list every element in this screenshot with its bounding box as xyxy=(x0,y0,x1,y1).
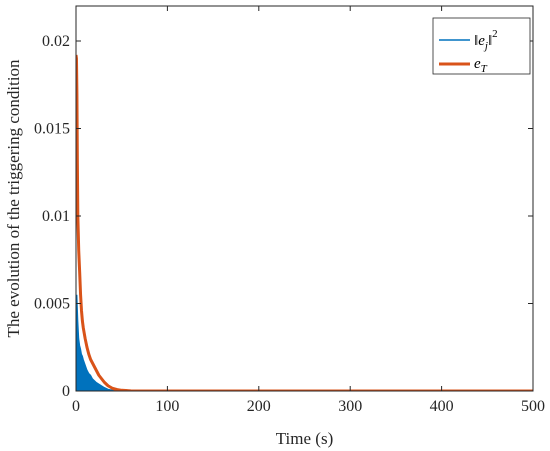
legend-label-part: ‖ xyxy=(488,33,492,49)
legend-label-superscript: 2 xyxy=(492,28,498,40)
legend-label-series-1: ‖ej‖2 xyxy=(474,28,498,52)
x-tick-label: 300 xyxy=(338,398,362,415)
y-tick-label: 0 xyxy=(62,383,70,400)
y-tick-label: 0.01 xyxy=(42,208,70,225)
series-1-area xyxy=(76,294,533,391)
x-tick-label: 500 xyxy=(521,398,545,415)
legend-label-part: ‖e xyxy=(474,33,485,49)
plot-area xyxy=(76,54,533,391)
axes: 0 100 200 300 400 500 0 0.005 0.01 0.015 0.02 xyxy=(34,5,545,415)
legend-label-subscript: j xyxy=(483,40,488,52)
axes-box xyxy=(75,5,534,392)
x-axis-label: Time (s) xyxy=(276,429,333,448)
y-tick-label: 0.005 xyxy=(34,296,70,313)
legend: ‖ej‖2 eT xyxy=(432,17,531,75)
x-tick-label: 100 xyxy=(155,398,179,415)
y-tick-label: 0.015 xyxy=(34,121,70,138)
y-axis-label: The evolution of the triggering conditio… xyxy=(4,59,23,338)
plot-clip xyxy=(76,54,533,391)
x-tick-label: 0 xyxy=(72,398,80,415)
x-tick-label: 400 xyxy=(430,398,454,415)
y-tick-label: 0.02 xyxy=(42,33,70,50)
legend-label-series-2: eT xyxy=(474,56,488,75)
x-tick-label: 200 xyxy=(247,398,271,415)
legend-label-part: e xyxy=(474,56,481,72)
series-2-line xyxy=(76,54,533,391)
legend-label-subscript: T xyxy=(481,63,488,75)
